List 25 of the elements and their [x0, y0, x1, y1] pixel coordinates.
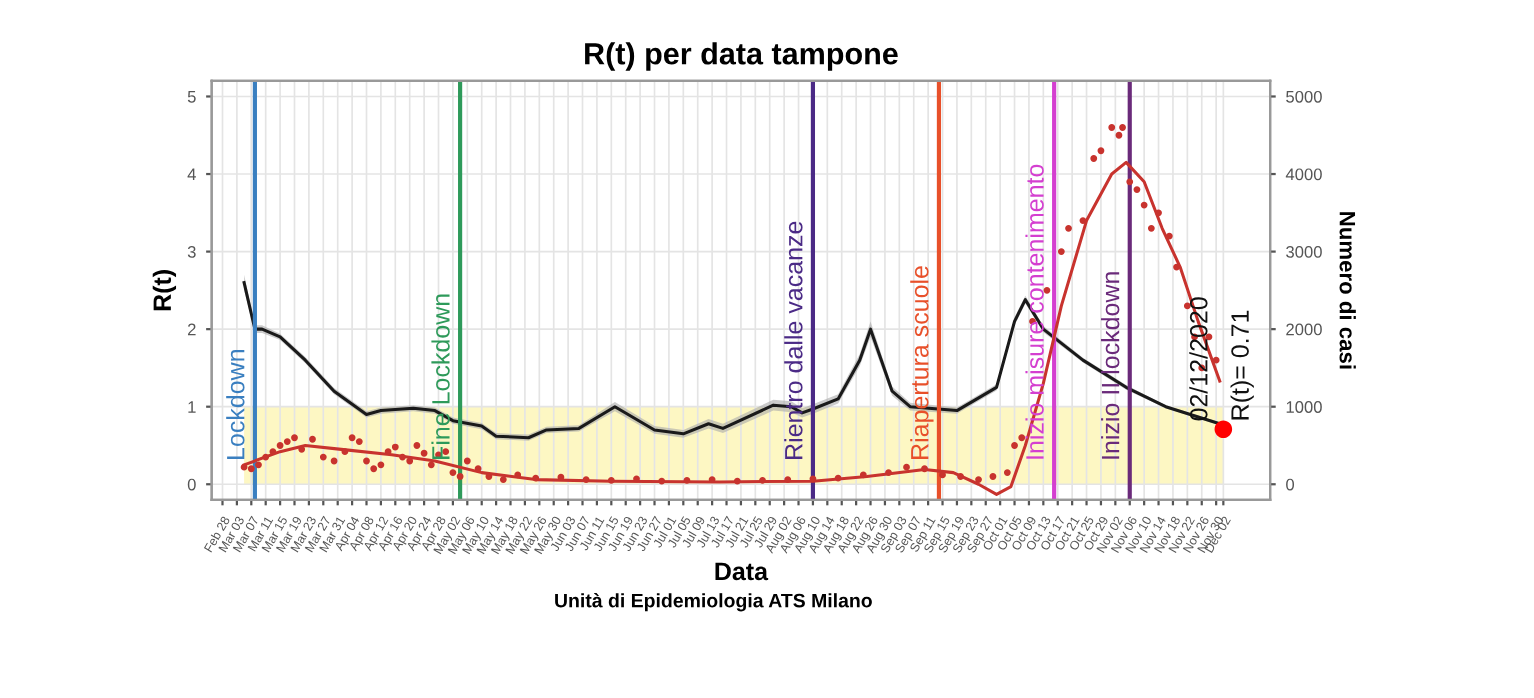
y2-tick-label: 3000	[1286, 245, 1322, 258]
y2-tick-label: 5000	[1286, 90, 1322, 103]
y2-axis-title: Numero di casi	[1339, 212, 1356, 369]
y-tick-label: 4	[187, 168, 196, 181]
y-axis-title: R(t)	[152, 270, 177, 311]
y2-tick-label: 4000	[1285, 168, 1322, 181]
y-tick-label: 3	[187, 245, 196, 258]
y-tick-label: 0	[187, 478, 196, 491]
ref-line-label: Fine Lockdown	[431, 294, 450, 459]
annotation: 02/12/2020	[1189, 297, 1208, 421]
ref-line-label: Lockdown	[226, 350, 245, 459]
ref-line-label: Inizio misure contenimento	[1025, 164, 1044, 459]
annotation: R(t)= 0.71	[1230, 310, 1254, 420]
y2-tick-label: 0	[1286, 478, 1295, 491]
chart-title: R(t) per data tampone	[585, 42, 898, 71]
x-axis-title: Data	[715, 562, 769, 581]
text: Unità di Epidemiologia ATS Milano	[555, 593, 872, 612]
y2-tick-label: 1000	[1286, 401, 1322, 413]
ref-line-label: Riapertura scuole	[910, 266, 934, 459]
y-tick-label: 2	[187, 323, 196, 336]
ref-line-label: Inizio II lockdown	[1101, 272, 1120, 459]
y-tick-label: 1	[188, 401, 196, 413]
y-tick-label: 5	[187, 91, 196, 103]
y2-tick-label: 2000	[1286, 323, 1322, 336]
ref-line-label: Rientro dalle vacanze	[784, 221, 803, 459]
